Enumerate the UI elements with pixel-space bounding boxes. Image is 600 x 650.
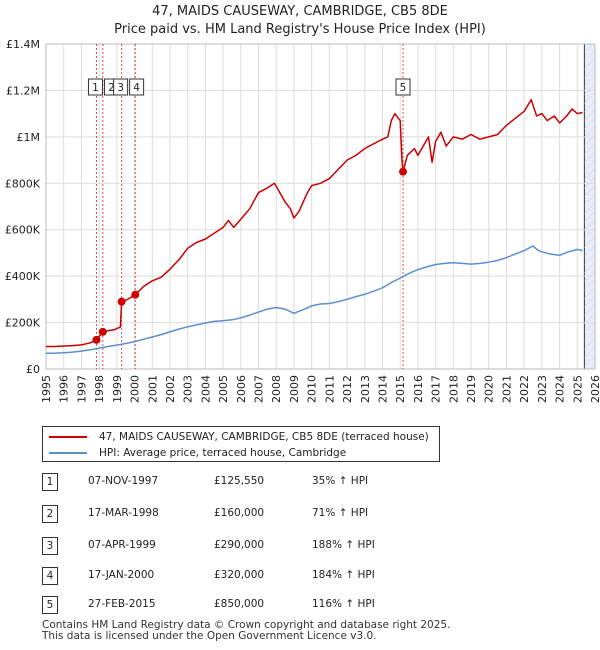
x-tick-label: 1995 xyxy=(40,375,53,403)
x-tick-label: 2023 xyxy=(536,375,549,403)
sale-price: £290,000 xyxy=(214,539,265,551)
table-row: 5 27-FEB-2015 £850,000 116% ↑ HPI xyxy=(42,596,442,614)
table-row: 4 17-JAN-2000 £320,000 184% ↑ HPI xyxy=(42,567,442,585)
x-tick-label: 2024 xyxy=(554,375,567,403)
sale-point xyxy=(131,290,140,299)
table-row: 3 07-APR-1999 £290,000 188% ↑ HPI xyxy=(42,537,442,555)
x-tick-label: 2005 xyxy=(217,375,230,403)
y-tick-label: £600K xyxy=(5,224,41,237)
sale-point xyxy=(117,297,126,306)
x-tick-label: 2013 xyxy=(359,375,372,403)
x-tick-label: 2004 xyxy=(199,375,212,403)
x-tick-label: 1996 xyxy=(58,375,71,403)
sale-date: 17-JAN-2000 xyxy=(88,569,155,581)
x-tick-label: 2021 xyxy=(500,375,513,403)
x-tick-label: 2003 xyxy=(182,375,195,403)
sale-point xyxy=(92,335,101,344)
footer-copyright: Contains HM Land Registry data © Crown c… xyxy=(42,619,451,631)
x-tick-label: 1997 xyxy=(75,375,88,403)
y-tick-label: £1M xyxy=(17,131,41,144)
sale-hpi-change: 184% ↑ HPI xyxy=(312,569,375,581)
x-tick-label: 2025 xyxy=(571,375,584,403)
sale-number-badge: 5 xyxy=(42,596,58,614)
sale-number-badge: 4 xyxy=(42,567,58,585)
x-tick-label: 2007 xyxy=(253,375,266,403)
sale-number-badge: 2 xyxy=(42,505,58,523)
x-tick-label: 1999 xyxy=(111,375,124,403)
sale-date: 07-NOV-1997 xyxy=(88,475,159,487)
legend-swatch-property xyxy=(49,436,87,438)
price-chart: £0 £200K £400K £600K £800K £1M £1.2M £1.4M 1995 1… xyxy=(5,38,600,403)
y-tick-label: £400K xyxy=(5,270,41,283)
chart-title: 47, MAIDS CAUSEWAY, CAMBRIDGE, CB5 8DE xyxy=(152,4,448,19)
x-tick-label: 2015 xyxy=(394,375,407,403)
x-tick-label: 2018 xyxy=(447,375,460,403)
sale-callout-label: 4 xyxy=(133,82,140,94)
x-tick-label: 2000 xyxy=(129,375,142,403)
x-tick-label: 2009 xyxy=(288,375,301,403)
sale-price: £320,000 xyxy=(214,569,265,581)
x-tick-label: 2020 xyxy=(483,375,496,403)
future-hatch xyxy=(584,44,595,369)
hpi-line xyxy=(45,245,583,354)
y-tick-label: £0 xyxy=(26,363,40,376)
x-tick-label: 2001 xyxy=(146,375,159,403)
footer: Contains HM Land Registry data © Crown c… xyxy=(42,620,450,642)
x-tick-label: 2002 xyxy=(164,375,177,403)
x-tick-label: 2006 xyxy=(235,375,248,403)
x-tick-label: 2016 xyxy=(412,375,425,403)
chart-legend: 47, MAIDS CAUSEWAY, CAMBRIDGE, CB5 8DE (… xyxy=(42,426,440,462)
sale-date: 07-APR-1999 xyxy=(88,539,156,551)
sale-hpi-change: 71% ↑ HPI xyxy=(312,507,369,519)
x-tick-label: 2008 xyxy=(270,375,283,403)
plot-frame xyxy=(45,43,596,370)
x-tick-label: 2014 xyxy=(376,375,389,403)
sale-date: 17-MAR-1998 xyxy=(88,507,159,519)
y-tick-label: £1.4M xyxy=(6,38,40,51)
sale-callout-label: 2 xyxy=(108,82,115,94)
sale-callout-box xyxy=(395,78,411,96)
chart-subtitle: Price paid vs. HM Land Registry's House … xyxy=(114,22,486,37)
sale-callout-label: 3 xyxy=(117,82,124,94)
sale-hpi-change: 116% ↑ HPI xyxy=(312,598,375,610)
x-tick-label: 2022 xyxy=(518,375,531,403)
y-tick-label: £800K xyxy=(5,177,41,190)
legend-label-hpi: HPI: Average price, terraced house, Camb… xyxy=(99,447,347,459)
sale-price: £125,550 xyxy=(214,475,265,487)
sale-callout-box xyxy=(113,78,129,96)
sale-date: 27-FEB-2015 xyxy=(88,598,156,610)
x-tick-label: 2017 xyxy=(430,375,443,403)
sale-number-badge: 1 xyxy=(42,473,58,491)
footer-licence: This data is licensed under the Open Gov… xyxy=(42,630,377,642)
x-tick-label: 2026 xyxy=(589,375,600,403)
sale-callout-label: 5 xyxy=(400,82,407,94)
x-tick-label: 2012 xyxy=(341,375,354,403)
sale-price: £850,000 xyxy=(214,598,265,610)
sale-point xyxy=(399,167,408,176)
x-tick-label: 1998 xyxy=(93,375,106,403)
sale-price: £160,000 xyxy=(214,507,265,519)
sale-number-badge: 3 xyxy=(42,537,58,555)
x-tick-label: 2011 xyxy=(323,375,336,403)
sale-callout-box xyxy=(87,78,103,96)
y-tick-label: £1.2M xyxy=(6,84,40,97)
legend-swatch-hpi xyxy=(49,452,87,454)
y-tick-label: £200K xyxy=(5,317,41,330)
table-row: 2 17-MAR-1998 £160,000 71% ↑ HPI xyxy=(42,505,442,523)
sale-callout-box xyxy=(129,78,145,96)
sale-hpi-change: 35% ↑ HPI xyxy=(312,475,369,487)
x-tick-label: 2019 xyxy=(465,375,478,403)
legend-label-property: 47, MAIDS CAUSEWAY, CAMBRIDGE, CB5 8DE (… xyxy=(99,431,429,443)
sale-callout-label: 1 xyxy=(92,82,99,94)
table-row: 1 07-NOV-1997 £125,550 35% ↑ HPI xyxy=(42,473,442,491)
sale-hpi-change: 188% ↑ HPI xyxy=(312,539,375,551)
x-tick-label: 2010 xyxy=(306,375,319,403)
property-price-line xyxy=(46,98,583,348)
sale-point xyxy=(98,327,107,336)
